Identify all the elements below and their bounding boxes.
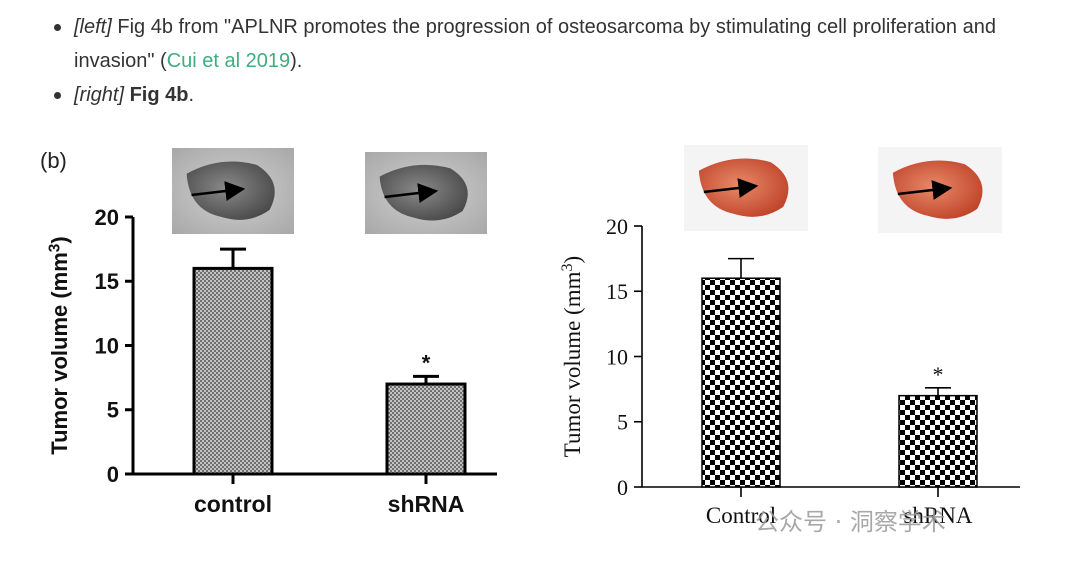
y-axis-label: Tumor volume (mm3) [559,256,585,457]
tumor-photo-2 [878,147,1002,233]
bar-shrna [898,394,978,488]
y-axis-label: Tumor volume (mm3) [46,236,72,454]
list-item-right: [right] Fig 4b. [52,78,1062,112]
left-chart: (b) 0 5 10 15 20 Tumor volume (mm3) control * shR… [40,148,497,517]
right-caption-end: . [188,84,195,106]
y-tick-label: 0 [107,462,119,487]
y-tick-label: 0 [617,475,628,500]
citation-link[interactable]: Cui et al 2019 [166,50,291,72]
y-tick-label: 15 [606,279,628,304]
y-tick-label: 10 [606,344,628,369]
right-fig-label: Fig 4b [129,84,189,106]
left-caption: Fig 4b from "APLNR promotes the progress… [74,16,996,72]
x-category-label: control [194,491,272,517]
panel-label: (b) [40,148,67,173]
bar-shrna [385,382,467,476]
arrow-icon [703,178,759,198]
arrow-icon [191,181,246,201]
caption-list: [left] Fig 4b from "APLNR promotes the p… [52,10,1062,112]
y-tick-label: 20 [606,214,628,239]
right-tag: [right] [74,84,125,106]
tumor-photo-1 [172,148,294,234]
tumor-photo-1 [684,145,808,231]
x-category-label: Control [706,503,776,528]
right-chart: 0 5 10 15 20 Tumor volume (mm3) Control * shRNA [559,145,1020,528]
watermark: 公众号 · 洞察学术 [755,508,946,536]
significance-marker: * [933,362,944,387]
y-tick-label: 5 [617,410,628,435]
left-caption-end: ). [290,50,303,72]
arrow-icon [897,180,953,200]
y-tick-label: 20 [95,205,119,230]
y-tick-label: 10 [95,333,119,358]
tumor-photo-2 [365,152,487,234]
x-category-label: shRNA [903,503,972,528]
bar-control [192,266,274,476]
y-tick-label: 15 [95,269,119,294]
left-tag: [left] [74,16,112,38]
y-tick-label: 5 [107,398,119,423]
list-item-left: [left] Fig 4b from "APLNR promotes the p… [52,10,1062,78]
significance-marker: * [422,350,431,375]
x-category-label: shRNA [388,491,465,517]
arrow-icon [384,183,439,203]
bar-control [701,277,781,488]
